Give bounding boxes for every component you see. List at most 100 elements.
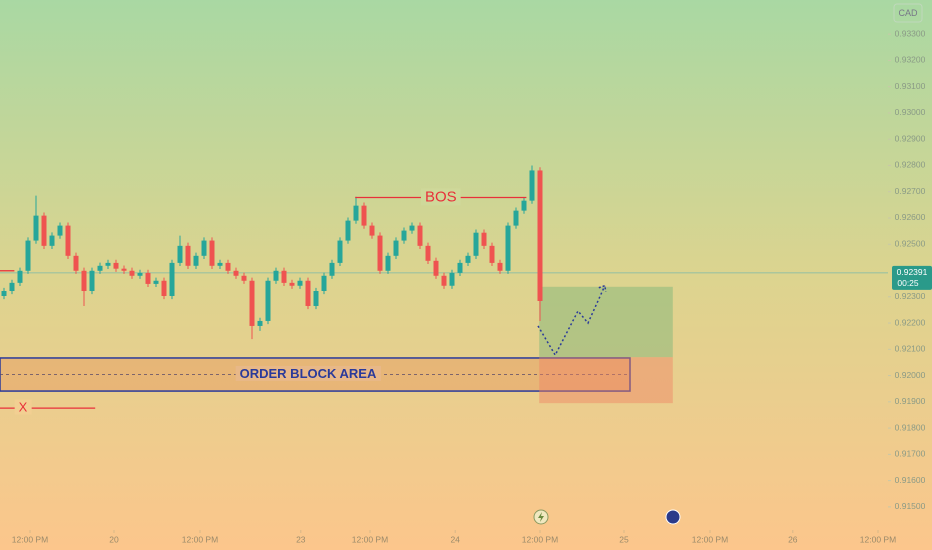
candle-body [361,205,367,226]
y-tick-label: 0.93000 [895,107,926,117]
y-tick-label: 0.92800 [895,160,926,170]
candle-body [289,282,295,286]
candle-body [497,262,503,271]
x-level-label-bg [14,399,32,415]
y-tick-label: 0.92500 [895,239,926,249]
candle-body [369,225,375,236]
candle-body [425,245,431,261]
price-tag [892,265,932,290]
candle-body [393,240,399,256]
y-tick-label: 0.92100 [895,344,926,354]
x-tick-label: 12:00 PM [352,534,388,544]
candle-body [489,245,495,263]
candle-body [265,280,271,321]
candle-body [41,215,47,246]
x-tick-label: 23 [296,534,306,544]
candle-body [49,235,55,246]
candle-body [257,320,263,326]
candle-body [313,291,319,306]
bos-label-bg [420,188,461,206]
candle-body [9,282,15,292]
plot: 0.91500 0.91600 0.91700 0.91800 0.91900 0.920… [0,28,926,544]
candle-body [25,240,31,271]
candle-body [81,270,87,292]
candle-body [449,272,455,286]
y-tick-label: 0.92700 [895,186,926,196]
candle-body [97,265,103,271]
projection-path [537,285,606,357]
y-tick-label: 0.92200 [895,317,926,327]
currency-label[interactable]: CAD [898,8,918,18]
x-tick-label: 20 [109,534,119,544]
y-tick-label: 0.93200 [895,55,926,65]
y-tick-label: 0.91500 [895,501,926,511]
y-tick-label: 0.93100 [895,81,926,91]
candle-body [465,255,471,263]
candle-body [177,245,183,263]
y-tick-label: 0.92300 [895,291,926,301]
candle-body [89,270,95,292]
x-tick-label: 12:00 PM [522,534,558,544]
order-block-label-bg [235,365,381,381]
candle-body [433,260,439,276]
y-tick-label: 0.93300 [895,28,926,38]
x-tick-label: 12:00 PM [182,534,218,544]
candle-body [345,220,351,241]
candle-body [209,240,215,266]
candle-body [409,225,415,231]
order-block-label: ORDER BLOCK AREA [240,366,377,381]
y-tick-label: 0.92000 [895,370,926,380]
candle-body [161,280,167,296]
candle-body [505,225,511,271]
candle-body [385,255,391,271]
candle-body [473,232,479,256]
candle-body [137,272,143,276]
candle-body [249,280,255,326]
candle-body [233,270,239,276]
candle-body [457,262,463,273]
candle-body [297,280,303,286]
candle-body [241,275,247,281]
y-tick-label: 0.91900 [895,396,926,406]
candle-body [329,262,335,276]
x-tick-label: 26 [788,534,798,544]
candle-body [105,262,111,266]
candle-body [33,215,39,241]
candle-body [521,200,527,211]
candle-body [417,225,423,246]
candle-body [337,240,343,263]
candle-body [201,240,207,256]
candle-body [321,275,327,292]
event-icon-glyph [538,512,544,522]
x-tick-label: 12:00 PM [860,534,896,544]
target-zone [539,286,673,358]
currency-button[interactable] [893,3,923,23]
candle-body [1,291,7,296]
flag-icon[interactable] [665,509,681,525]
candle-body [353,205,359,221]
candle-body [17,270,23,283]
candle-body [129,270,135,276]
price-tag-value: 0.92391 [897,267,928,277]
candle-body [441,275,447,286]
bos-label: BOS [425,188,457,205]
candle-body [513,210,519,226]
candle-body [217,262,223,266]
y-tick-label: 0.92900 [895,133,926,143]
y-tick-label: 0.91700 [895,449,926,459]
candle-body [145,272,151,284]
candle-body [481,232,487,246]
x-tick-label: 12:00 PM [12,534,48,544]
candle-body [153,280,159,284]
candle-body [169,262,175,296]
candle-body [281,270,287,283]
candle-body [57,225,63,236]
x-level-label: X [19,400,28,415]
candle-body [113,262,119,269]
y-tick-label: 0.91600 [895,475,926,485]
candle-body [193,255,199,266]
candle-body [73,255,79,271]
candle-body [305,280,311,306]
candle-body [185,245,191,266]
